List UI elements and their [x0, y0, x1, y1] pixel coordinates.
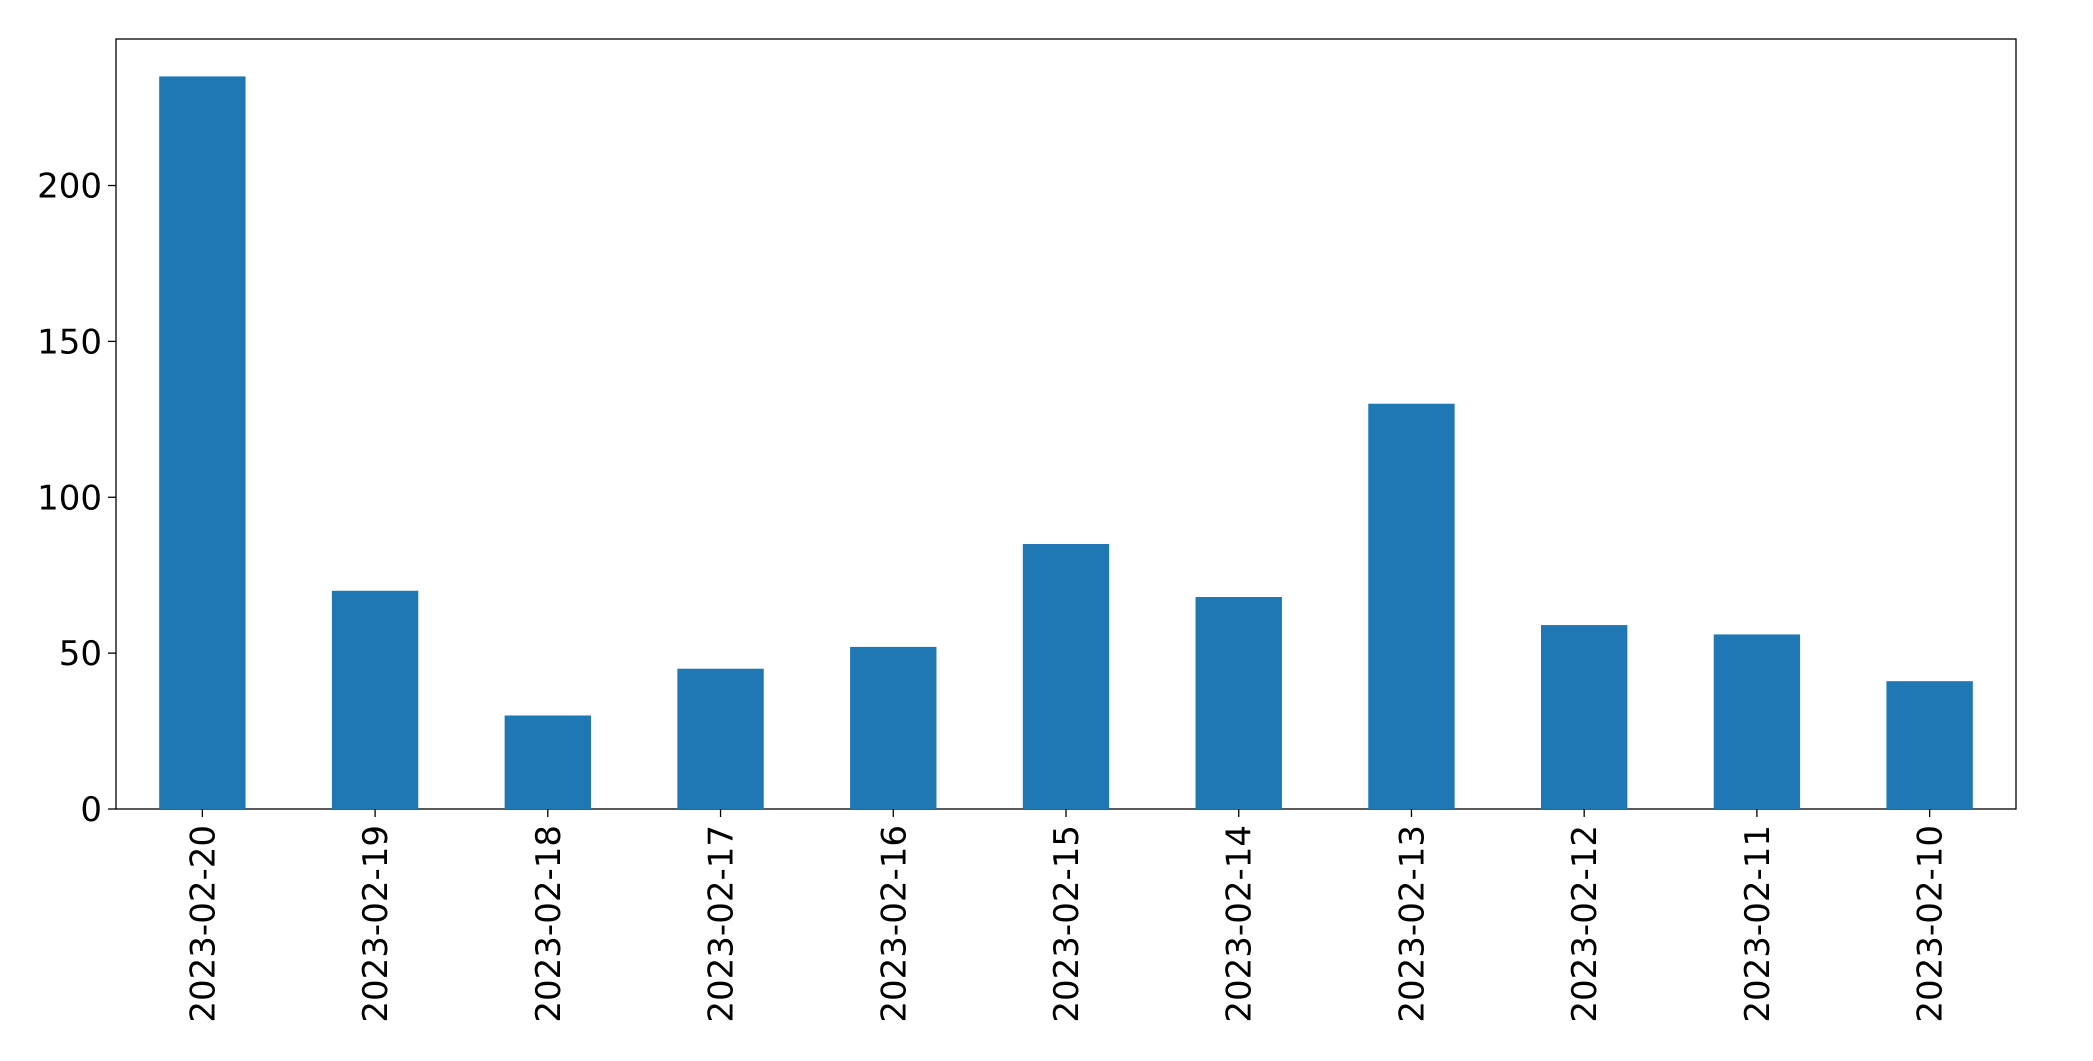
x-tick-label: 2023-02-13	[1392, 825, 1432, 1023]
bar	[1368, 403, 1455, 809]
bar	[1713, 634, 1801, 809]
bar	[504, 715, 591, 809]
y-tick-label: 200	[37, 167, 102, 207]
x-tick-label: 2023-02-19	[356, 825, 396, 1023]
bar	[1541, 625, 1628, 809]
bar	[1022, 544, 1110, 809]
x-tick-label: 2023-02-16	[874, 825, 914, 1023]
x-tick-label: 2023-02-10	[1911, 825, 1951, 1023]
x-tick-label: 2023-02-18	[529, 825, 569, 1023]
x-tick-label: 2023-02-14	[1220, 825, 1260, 1023]
x-tick-label: 2023-02-12	[1565, 825, 1605, 1023]
bar	[850, 646, 937, 809]
y-tick-label: 0	[80, 790, 102, 830]
bar	[677, 668, 764, 809]
x-tick-label: 2023-02-15	[1047, 825, 1087, 1023]
x-tick-label: 2023-02-17	[702, 825, 742, 1023]
bar	[1195, 597, 1282, 809]
x-tick-label: 2023-02-11	[1738, 825, 1778, 1023]
y-tick-label: 100	[37, 478, 102, 518]
bar	[331, 590, 419, 809]
bar	[1886, 681, 1973, 809]
bar	[159, 76, 246, 809]
y-tick-label: 50	[59, 634, 102, 674]
y-tick-label: 150	[37, 322, 102, 362]
x-tick-label: 2023-02-20	[183, 825, 223, 1023]
